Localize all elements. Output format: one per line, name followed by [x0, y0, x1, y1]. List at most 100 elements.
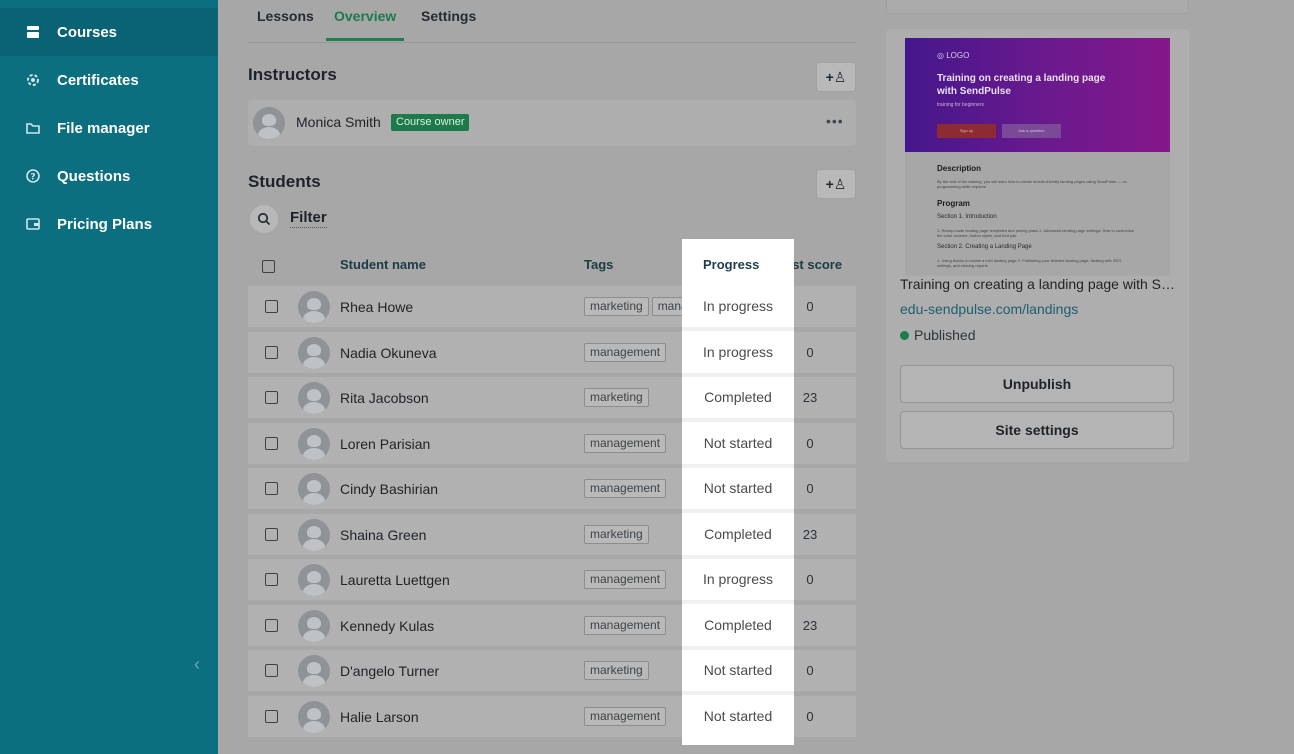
tab-lessons[interactable]: Lessons — [257, 8, 314, 24]
row-checkbox[interactable] — [265, 482, 278, 495]
sidebar-item-label: Questions — [57, 167, 131, 185]
site-title: Training on creating a landing page with… — [900, 276, 1175, 292]
site-link[interactable]: edu-sendpulse.com/landings — [900, 301, 1079, 317]
preview-section-1-text: 1. Ready-made landing page templates and… — [937, 228, 1135, 238]
preview-description-text: By the end of the training, you will lea… — [937, 179, 1127, 189]
test-score: 0 — [806, 481, 814, 496]
preview-title: Training on creating a landing page with… — [937, 73, 1106, 97]
tab-overview[interactable]: Overview — [334, 8, 397, 24]
search-icon[interactable] — [250, 205, 278, 233]
more-options-icon[interactable]: ••• — [826, 113, 844, 129]
site-preview-thumbnail[interactable]: ◎ LOGO Training on creating a landing pa… — [905, 38, 1170, 276]
student-name[interactable]: Nadia Okuneva — [340, 345, 437, 361]
column-header-student-name[interactable]: Student name — [340, 257, 426, 272]
add-student-button[interactable]: +♙ — [816, 169, 856, 199]
top-card — [886, 0, 1189, 14]
tag-list: management — [584, 707, 667, 726]
progress-cell: In progress — [702, 571, 774, 587]
preview-section-2-text: 1. Using blocks to create a mini landing… — [937, 258, 1122, 268]
preview-question-button: Ask a question — [1002, 124, 1061, 138]
test-score: 0 — [806, 572, 814, 587]
student-name[interactable]: Rhea Howe — [340, 299, 414, 315]
collapse-sidebar-icon[interactable]: ‹ — [194, 654, 200, 674]
tag: management — [584, 707, 667, 726]
student-name[interactable]: Kennedy Kulas — [340, 618, 435, 634]
tag: management — [584, 570, 667, 589]
test-score: 23 — [802, 390, 818, 405]
status-badge: Published — [900, 327, 976, 343]
student-name[interactable]: Halie Larson — [340, 709, 419, 725]
preview-section-2: Section 2. Creating a Landing Page — [937, 244, 1032, 250]
row-checkbox[interactable] — [265, 437, 278, 450]
select-all-checkbox[interactable] — [262, 260, 275, 273]
sidebar-item-label: Certificates — [57, 71, 139, 89]
student-name[interactable]: Lauretta Luettgen — [340, 572, 450, 588]
progress-cell: Not started — [703, 480, 773, 496]
preview-description-heading: Description — [937, 164, 982, 173]
avatar — [298, 291, 330, 323]
instructor-row: Monica Smith Course owner ••• — [248, 100, 856, 146]
student-name[interactable]: Rita Jacobson — [340, 390, 429, 406]
tag-list: management — [584, 616, 667, 635]
student-name[interactable]: Loren Parisian — [340, 436, 431, 452]
tag: management — [584, 616, 667, 635]
progress-cell: Not started — [703, 708, 773, 724]
tab-settings[interactable]: Settings — [421, 8, 477, 24]
avatar — [298, 428, 330, 460]
sidebar-item-label: Pricing Plans — [57, 215, 153, 233]
tag: management — [584, 434, 667, 453]
row-separator — [682, 691, 794, 695]
student-name[interactable]: D'angelo Turner — [340, 663, 440, 679]
active-tab-indicator — [326, 38, 404, 41]
row-checkbox[interactable] — [265, 528, 278, 541]
preview-program-heading: Program — [937, 199, 970, 208]
avatar — [253, 107, 285, 139]
preview-signup-button: Sign up — [937, 124, 996, 138]
site-settings-button[interactable]: Site settings — [900, 411, 1174, 449]
progress-cell: Completed — [704, 389, 772, 405]
progress-cell: In progress — [702, 298, 774, 314]
row-checkbox[interactable] — [265, 664, 278, 677]
tag-list: marketing — [584, 388, 649, 407]
instructor-name: Monica Smith — [296, 114, 381, 130]
row-separator — [682, 509, 794, 513]
row-separator — [682, 418, 794, 422]
row-checkbox[interactable] — [265, 391, 278, 404]
filter-button[interactable]: Filter — [290, 209, 327, 228]
row-checkbox[interactable] — [265, 300, 278, 313]
row-checkbox[interactable] — [265, 346, 278, 359]
column-header-test-score[interactable]: Test score — [778, 257, 843, 272]
question-icon: ? — [24, 168, 41, 185]
row-separator — [682, 464, 794, 468]
instructors-title: Instructors — [248, 65, 337, 84]
sidebar-item-certificates[interactable]: Certificates — [0, 56, 218, 104]
folder-icon — [24, 120, 41, 137]
row-checkbox[interactable] — [265, 710, 278, 723]
test-score: 0 — [806, 299, 814, 314]
student-name[interactable]: Cindy Bashirian — [340, 481, 439, 497]
site-card: ◎ LOGO Training on creating a landing pa… — [886, 29, 1189, 462]
avatar — [298, 473, 330, 505]
tag-list: marketing — [584, 661, 649, 680]
add-instructor-button[interactable]: +♙ — [816, 62, 856, 92]
course-owner-badge: Course owner — [391, 114, 470, 131]
preview-subtitle: training for beginners — [937, 102, 984, 108]
sidebar: Courses Certificates File manager ? Ques… — [0, 0, 218, 754]
row-separator — [682, 555, 794, 559]
students-title: Students — [248, 172, 321, 191]
test-score: 0 — [806, 436, 814, 451]
sidebar-item-courses[interactable]: Courses — [0, 8, 218, 56]
avatar — [298, 519, 330, 551]
column-header-progress[interactable]: Progress — [703, 257, 760, 272]
unpublish-button[interactable]: Unpublish — [900, 365, 1174, 403]
sidebar-item-label: Courses — [57, 23, 118, 41]
tag-list: management — [584, 434, 667, 453]
row-checkbox[interactable] — [265, 573, 278, 586]
tag: management — [584, 479, 667, 498]
row-checkbox[interactable] — [265, 619, 278, 632]
sidebar-item-questions[interactable]: ? Questions — [0, 152, 218, 200]
sidebar-item-pricing-plans[interactable]: Pricing Plans — [0, 200, 218, 248]
tag-list: management — [584, 570, 667, 589]
sidebar-item-file-manager[interactable]: File manager — [0, 104, 218, 152]
student-name[interactable]: Shaina Green — [340, 527, 427, 543]
